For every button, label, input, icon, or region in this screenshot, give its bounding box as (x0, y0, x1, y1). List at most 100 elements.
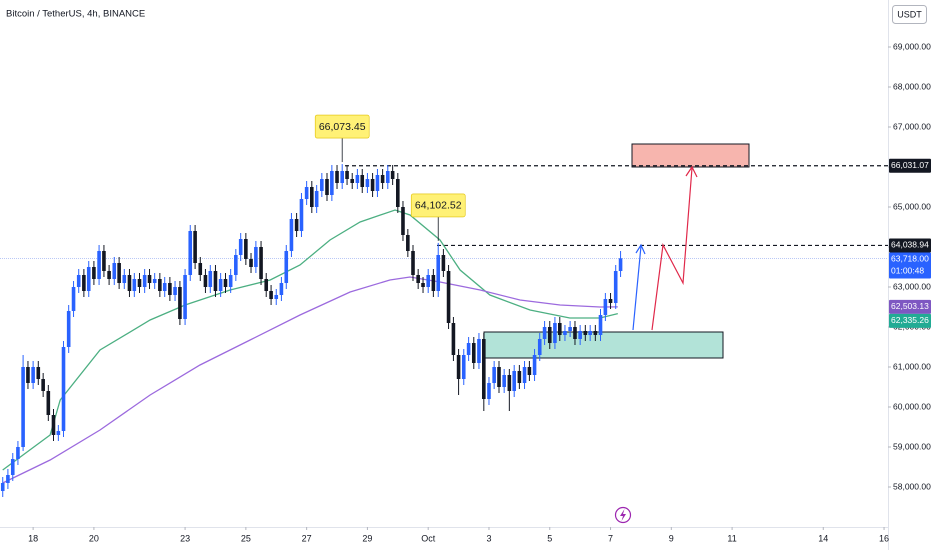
candle-body (228, 275, 233, 287)
candle-body (492, 367, 496, 383)
candle-body (340, 171, 344, 183)
blue-arrowhead (635, 243, 646, 255)
candle-body (304, 187, 309, 199)
candle-body (502, 375, 506, 387)
candle-body (618, 258, 623, 271)
candle-body (234, 255, 238, 275)
candle-body (578, 331, 582, 339)
candle-body (557, 323, 562, 335)
candle-body (41, 379, 45, 391)
candle-body (603, 299, 608, 315)
candle-body (426, 275, 430, 287)
candle-body (456, 355, 461, 379)
x-tick-label: 9 (669, 533, 674, 543)
candle-body (421, 283, 425, 287)
x-tick-label: 20 (89, 533, 99, 543)
candle-body (92, 267, 96, 279)
candle-body (66, 311, 71, 347)
candle-body (193, 231, 197, 263)
candle-body (416, 275, 420, 283)
candle-body (365, 179, 370, 187)
candle-body (208, 271, 213, 287)
drawings (614, 165, 698, 524)
candle-body (132, 279, 137, 291)
x-tick-label: 7 (608, 533, 613, 543)
candle-body (294, 219, 299, 231)
blue-arrow (632, 245, 642, 331)
candle-body (188, 231, 193, 275)
candle-body (563, 331, 567, 335)
candle-body (598, 315, 603, 335)
candle-body (259, 247, 263, 279)
price-tag (889, 299, 931, 314)
x-tick-label: 25 (241, 533, 251, 543)
candle-body (325, 179, 329, 195)
candle-body (314, 191, 319, 207)
chart-title: Bitcoin / TetherUS, 4h, BINANCE (6, 9, 145, 20)
y-tick-label: 67,000.00 (893, 121, 931, 131)
candle-body (218, 279, 223, 291)
candle-body (568, 327, 572, 331)
candle-body (355, 175, 360, 183)
candle-body (112, 263, 117, 279)
currency-button[interactable] (892, 5, 927, 24)
candle-body (102, 251, 106, 271)
candle-body (36, 367, 41, 379)
candle-body (10, 459, 15, 475)
candle-body (320, 179, 324, 191)
candle-body (396, 179, 400, 207)
price-tag-label: 62,503.13 (891, 301, 929, 311)
candle-body (264, 279, 269, 291)
candle-body (142, 275, 147, 287)
candle-body (203, 275, 208, 287)
candle-body (249, 259, 253, 267)
candle-body (542, 327, 547, 339)
candle-body (279, 283, 284, 295)
annotation-label: 66,073.45 (319, 121, 366, 133)
candle-body (46, 391, 51, 415)
candle-body (82, 275, 86, 291)
y-tick-label: 65,000.00 (893, 201, 931, 211)
x-tick-label: 16 (879, 533, 889, 543)
candle-body (406, 235, 410, 251)
y-tick-label: 58,000.00 (893, 481, 931, 491)
x-tick-label: 27 (302, 533, 312, 543)
candle-body (497, 367, 501, 387)
demand-zone (483, 331, 724, 359)
x-tick-label: Oct (421, 533, 436, 543)
candle-body (370, 179, 375, 191)
candle-body (107, 271, 111, 279)
price-tag (889, 238, 931, 253)
candle-body (26, 367, 30, 383)
candle-body (517, 371, 522, 383)
candle-body (147, 275, 152, 283)
candle-body (269, 291, 273, 299)
currency-label[interactable]: USDT (897, 9, 922, 19)
candle-body (21, 367, 25, 447)
candle-body (451, 323, 456, 355)
candle-body (274, 295, 279, 299)
candle-body (487, 383, 491, 399)
candle-body (6, 475, 10, 483)
price-tag (889, 252, 931, 279)
candle-body (56, 431, 61, 435)
candle-body (375, 175, 380, 191)
price-tag-label: 63,718.00 (891, 254, 929, 264)
candle-body (97, 251, 101, 279)
candle-body (158, 279, 162, 291)
candle-body (127, 275, 132, 291)
candle-body (173, 287, 177, 295)
candle-body (401, 207, 405, 235)
annotation-label: 64,102.52 (415, 200, 462, 212)
candle-body (482, 339, 486, 399)
x-tick-label: 3 (486, 533, 491, 543)
candle-body (411, 251, 415, 275)
candle-body (117, 263, 121, 283)
candle-body (436, 255, 441, 291)
candle-body (168, 283, 172, 295)
price-tag (889, 158, 931, 173)
candle-body (345, 171, 349, 179)
candle-body (588, 331, 592, 335)
candle-body (162, 283, 167, 291)
candle-body (213, 271, 218, 291)
